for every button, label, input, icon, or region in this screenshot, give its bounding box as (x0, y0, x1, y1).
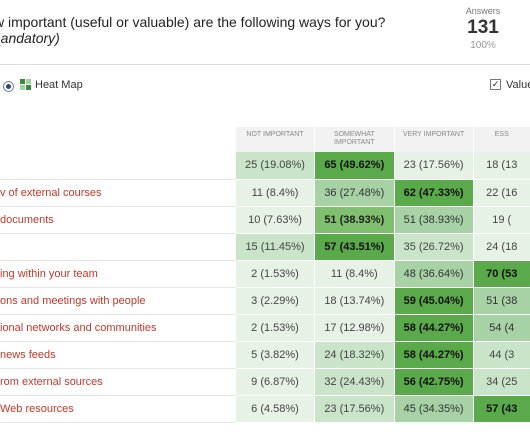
row-label (0, 233, 236, 261)
table-row: Web resources 6 (4.58%) 23 (17.56%) 45 (34.… (0, 395, 530, 423)
row-label: ons and meetings with people (0, 287, 236, 315)
table-row: rom external sources 9 (6.87%) 32 (24.43%)… (0, 368, 530, 396)
question-subtitle: (andatory) (0, 29, 60, 47)
row-label: ional networks and communities (0, 314, 236, 342)
heat-cell: 45 (34.35%) (393, 395, 473, 423)
column-header: NOT IMPORTANT (235, 127, 315, 152)
heat-cell: 5 (3.82%) (235, 341, 315, 369)
heatmap-radio[interactable] (3, 81, 14, 92)
row-label: v of external courses (0, 179, 236, 207)
heat-cell: 3 (2.29%) (235, 287, 315, 315)
answers-label: Answers (465, 6, 501, 16)
table-row: ional networks and communities 2 (1.53%) 1… (0, 314, 530, 342)
heat-cell: 57 (43.51%) (313, 233, 395, 261)
heat-cell: 54 (4 (472, 314, 530, 342)
heat-cell: 17 (12.98%) (313, 314, 395, 342)
column-header: SOMEWHAT IMPORTANT (313, 127, 395, 152)
values-label[interactable]: Values (506, 79, 530, 91)
row-label: rom external sources (0, 368, 236, 396)
table-row: ons and meetings with people 3 (2.29%) 18 … (0, 287, 530, 315)
heat-cell: 6 (4.58%) (235, 395, 315, 423)
row-label (0, 152, 236, 180)
heat-cell: 22 (16 (472, 179, 530, 207)
table-header-row: NOT IMPORTANT SOMEWHAT IMPORTANT VERY IM… (0, 127, 530, 152)
table-row: 15 (11.45%) 57 (43.51%) 35 (26.72%) 24 (18 (0, 233, 530, 261)
heat-cell: 23 (17.56%) (313, 395, 395, 423)
heat-cell: 23 (17.56%) (393, 152, 473, 180)
heat-cell: 56 (42.75%) (393, 368, 473, 396)
row-label: ing within your team (0, 260, 236, 288)
column-header: VERY IMPORTANT (393, 127, 473, 152)
table-row: documents 10 (7.63%) 51 (38.93%) 51 (38.93%… (0, 206, 530, 234)
heat-cell: 51 (38.93%) (393, 206, 473, 234)
heat-cell: 11 (8.4%) (235, 179, 315, 207)
heat-cell: 59 (45.04%) (393, 287, 473, 315)
column-header: ESS (472, 127, 530, 152)
header-divider (0, 64, 530, 65)
row-label: documents (0, 206, 236, 234)
heat-cell: 65 (49.62%) (313, 152, 395, 180)
table-row: news feeds 5 (3.82%) 24 (18.32%) 58 (44.27%… (0, 341, 530, 369)
heat-cell: 18 (13 (472, 152, 530, 180)
mandatory-note: andatory) (0, 30, 60, 46)
heat-cell: 9 (6.87%) (235, 368, 315, 396)
heat-cell: 19 ( (472, 206, 530, 234)
heat-cell: 58 (44.27%) (393, 341, 473, 369)
table-row: v of external courses 11 (8.4%) 36 (27.48%… (0, 179, 530, 207)
heat-cell: 57 (43 (472, 395, 530, 423)
heat-cell: 24 (18 (472, 233, 530, 261)
heat-cell: 11 (8.4%) (313, 260, 395, 288)
row-label: Web resources (0, 395, 236, 423)
heat-cell: 44 (3 (472, 341, 530, 369)
heat-cell: 70 (53 (472, 260, 530, 288)
heat-cell: 51 (38.93%) (313, 206, 395, 234)
heat-cell: 51 (38 (472, 287, 530, 315)
view-toolbar: Heat Map ✓ Values (0, 78, 530, 96)
table-row: 25 (19.08%) 65 (49.62%) 23 (17.56%) 18 (13 (0, 152, 530, 180)
values-checkbox[interactable]: ✓ (490, 79, 501, 90)
heatmap-label[interactable]: Heat Map (35, 79, 83, 91)
heat-cell: 15 (11.45%) (235, 233, 315, 261)
heatmap-table: NOT IMPORTANT SOMEWHAT IMPORTANT VERY IM… (0, 127, 530, 423)
table-row: ing within your team 2 (1.53%) 11 (8.4%) 48… (0, 260, 530, 288)
heat-cell: 32 (24.43%) (313, 368, 395, 396)
heat-cell: 25 (19.08%) (235, 152, 315, 180)
heat-cell: 35 (26.72%) (393, 233, 473, 261)
row-label: news feeds (0, 341, 236, 369)
heat-cell: 58 (44.27%) (393, 314, 473, 342)
question-title: w important (useful or valuable) are the… (0, 14, 386, 30)
heatmap-icon (20, 79, 31, 90)
heat-cell: 2 (1.53%) (235, 260, 315, 288)
answers-percent: 100% (470, 40, 496, 51)
answers-summary: Answers 131 100% (458, 6, 508, 51)
heat-cell: 24 (18.32%) (313, 341, 395, 369)
answers-count: 131 (467, 17, 499, 38)
heat-cell: 10 (7.63%) (235, 206, 315, 234)
label-column-header (0, 127, 236, 152)
heat-cell: 36 (27.48%) (313, 179, 395, 207)
heat-cell: 18 (13.74%) (313, 287, 395, 315)
heat-cell: 2 (1.53%) (235, 314, 315, 342)
heat-cell: 62 (47.33%) (393, 179, 473, 207)
heat-cell: 48 (36.64%) (393, 260, 473, 288)
heat-cell: 34 (25 (472, 368, 530, 396)
